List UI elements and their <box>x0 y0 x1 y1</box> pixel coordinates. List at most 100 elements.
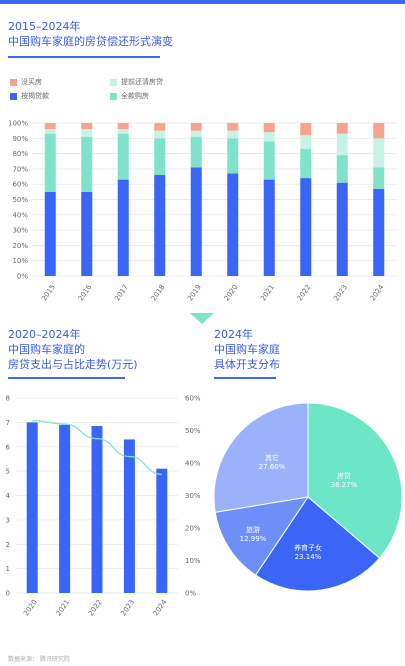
bar <box>59 424 71 593</box>
bar-segment-full <box>227 138 239 174</box>
pie-slice-value: 23.14% <box>295 553 322 561</box>
pie-slice-value: 27.60% <box>259 463 286 471</box>
chart3-title-line1: 2024年 <box>214 328 253 341</box>
bar-segment-other <box>227 123 239 131</box>
bar-segment-prepay <box>81 129 93 137</box>
bar-segment-full <box>44 133 56 192</box>
footer-source: 数据来源： 腾讯研究院 <box>8 656 70 663</box>
chart1-title-line1: 2015–2024年 <box>8 20 81 33</box>
bar-segment-other <box>190 123 202 131</box>
y-left-tick-label: 6 <box>6 443 11 451</box>
bar-segment-prepay <box>154 130 166 139</box>
bar-segment-mortgage <box>227 173 239 276</box>
y-tick-label: 60% <box>12 181 28 189</box>
legend-swatch-mortgage <box>10 92 17 100</box>
bar-segment-full <box>117 133 129 180</box>
y-tick-label: 50% <box>12 196 28 204</box>
y-left-tick-label: 4 <box>6 492 11 500</box>
bar-segment-other <box>44 123 56 130</box>
y-left-tick-label: 2 <box>6 541 10 549</box>
y-tick-label: 20% <box>12 242 28 250</box>
legend-swatch-prepay <box>110 78 117 86</box>
pie-slice-pie_consume <box>213 402 309 513</box>
y-left-tick-label: 1 <box>6 565 10 573</box>
legend-swatch-full <box>110 92 117 100</box>
chart1-title-line2: 中国购车家庭的房贷偿还形式演变 <box>8 35 173 48</box>
bar-segment-full <box>263 141 275 180</box>
y-left-tick-label: 5 <box>6 468 10 476</box>
pie-slice-label: 旅游 <box>246 525 260 534</box>
y-right-tick-label: 0% <box>185 590 196 598</box>
bar <box>156 468 168 593</box>
pie-slice-label: 养育子女 <box>294 543 322 552</box>
bar-segment-full <box>190 136 202 168</box>
bar-segment-full <box>300 149 312 179</box>
bar-segment-other <box>373 123 385 139</box>
legend-label-prepay: 提前还清房贷 <box>121 78 163 86</box>
legend-item-prepay: 提前还清房贷 <box>110 77 163 87</box>
chart3-title-line2: 中国购车家庭 <box>214 343 280 356</box>
bar-segment-mortgage <box>373 188 385 276</box>
bar <box>91 426 103 593</box>
bar-segment-other <box>300 123 312 136</box>
bar <box>26 422 38 593</box>
bar-segment-prepay <box>373 138 385 168</box>
bar-segment-prepay <box>336 133 348 156</box>
y-left-tick-label: 3 <box>6 516 10 524</box>
pie-slice-value: 36.27% <box>331 481 358 489</box>
bar-segment-mortgage <box>154 175 166 276</box>
bar-segment-mortgage <box>81 191 93 276</box>
bar-segment-full <box>336 155 348 183</box>
chart2-title-line3: 房贷支出与占比走势(万元) <box>8 358 138 371</box>
bar-segment-prepay <box>300 135 312 150</box>
y-right-tick-label: 40% <box>185 460 201 468</box>
bar-segment-mortgage <box>300 178 312 276</box>
bar-segment-full <box>373 167 385 189</box>
y-right-tick-label: 50% <box>185 427 201 435</box>
y-right-tick-label: 30% <box>185 492 201 500</box>
y-tick-label: 0% <box>17 273 28 281</box>
y-tick-label: 30% <box>12 227 28 235</box>
y-tick-label: 90% <box>12 135 28 143</box>
bar-segment-other <box>263 123 275 133</box>
legend-label-mortgage: 按揭贷款 <box>21 92 49 100</box>
top-accent-bar <box>0 0 405 4</box>
y-tick-label: 70% <box>12 165 28 173</box>
bar-segment-other <box>336 123 348 134</box>
y-right-tick-label: 10% <box>185 557 201 565</box>
bar-segment-mortgage <box>117 179 129 276</box>
y-tick-label: 100% <box>8 120 28 128</box>
y-left-tick-label: 7 <box>6 419 10 427</box>
legend-label-other: 没买房 <box>21 78 42 86</box>
y-tick-label: 80% <box>12 150 28 158</box>
bar-segment-mortgage <box>44 191 56 276</box>
y-right-tick-label: 60% <box>185 395 201 403</box>
bar-segment-other <box>154 123 166 131</box>
chart2-title-line2: 中国购车家庭的 <box>8 343 85 356</box>
chart3-title-line3: 具体开支分布 <box>214 358 280 371</box>
legend-label-full: 全款购房 <box>121 92 149 100</box>
legend-item-full: 全款购房 <box>110 91 149 101</box>
legend-swatch-other <box>10 78 17 86</box>
bar-segment-full <box>81 136 93 192</box>
bar-segment-other <box>117 123 129 130</box>
bar-segment-prepay <box>263 132 275 142</box>
pie-slice-pie_education <box>254 496 381 592</box>
y-left-tick-label: 8 <box>6 395 10 403</box>
legend-item-other: 没买房 <box>10 77 42 87</box>
bar-segment-prepay <box>190 130 202 137</box>
bar-segment-full <box>154 138 166 176</box>
bar-segment-mortgage <box>336 182 348 276</box>
chart3-title-underline <box>214 377 276 379</box>
trend-line <box>32 420 162 475</box>
bar-segment-mortgage <box>190 167 202 276</box>
y-tick-label: 40% <box>12 211 28 219</box>
chart1-title-underline <box>8 56 160 58</box>
chart2-title-line1: 2020–2024年 <box>8 328 81 341</box>
bar-segment-prepay <box>117 129 129 134</box>
